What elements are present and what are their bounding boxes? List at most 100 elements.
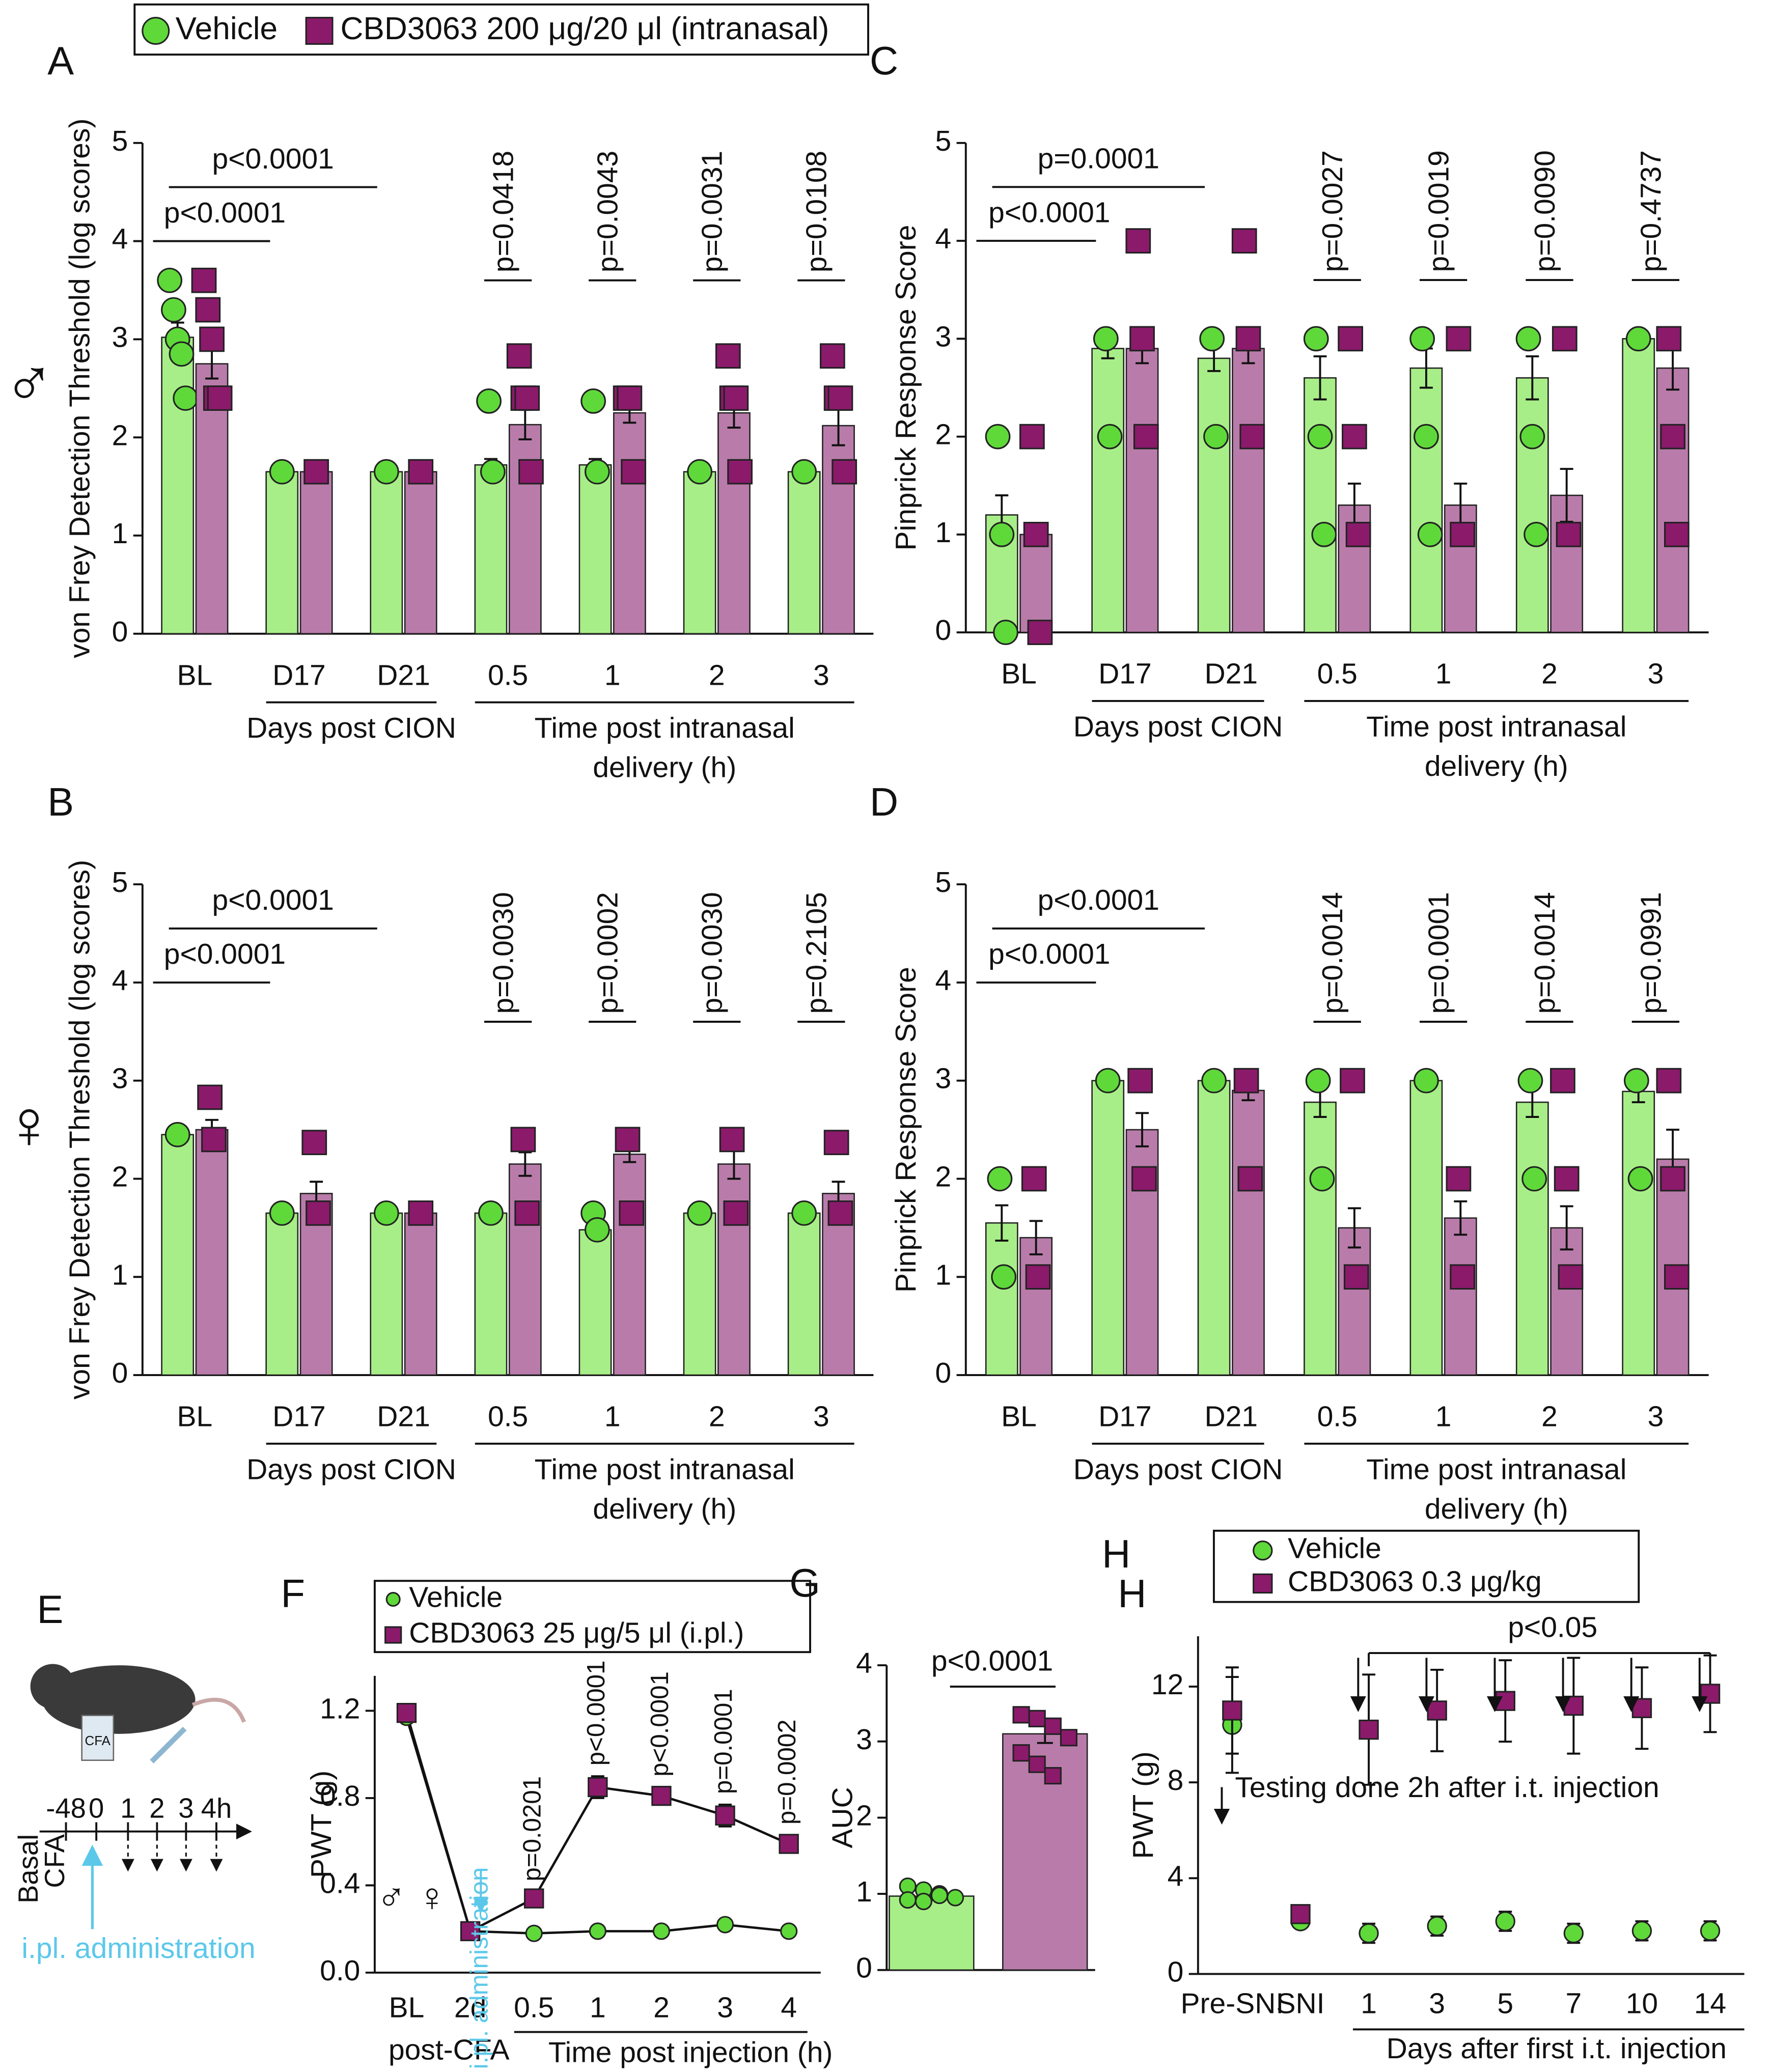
y-axis-label: von Frey Detection Threshold (log scores… xyxy=(64,119,96,658)
panel-letter: C xyxy=(870,39,898,83)
data-point xyxy=(619,1200,645,1226)
x-tick-label: 1 xyxy=(1435,1401,1452,1433)
data-point xyxy=(169,341,195,367)
data-point xyxy=(1044,1717,1062,1735)
data-point xyxy=(1201,1068,1227,1094)
x-tick-label: D17 xyxy=(272,659,326,691)
y-tick-label: 4 xyxy=(112,964,128,997)
data-point xyxy=(1093,326,1119,352)
data-point xyxy=(827,1200,853,1226)
data-point xyxy=(408,459,434,485)
bar xyxy=(1409,1080,1443,1376)
data-point xyxy=(1237,1166,1263,1192)
data-point xyxy=(269,1200,295,1226)
annotation: Testing done 2h after i.t. injection xyxy=(1235,1771,1659,1804)
data-point xyxy=(1290,1904,1311,1924)
y-tick-label: 5 xyxy=(935,125,952,157)
data-point xyxy=(1627,1166,1653,1192)
x-tick-label: 0.5 xyxy=(1317,1401,1358,1433)
x-tick-label: 7 xyxy=(1565,1987,1582,2020)
bar xyxy=(1232,348,1265,633)
legend-marker xyxy=(1253,1540,1273,1561)
x-tick-label: 3 xyxy=(1429,1987,1445,2020)
bar xyxy=(1304,1101,1337,1376)
mouse xyxy=(42,1665,196,1734)
y-tick-label: 3 xyxy=(935,1062,952,1095)
legend-label: Vehicle xyxy=(1288,1532,1381,1565)
data-point xyxy=(1233,1068,1259,1094)
y-tick-label: 0 xyxy=(1168,1956,1184,1989)
bar xyxy=(265,471,299,635)
data-point xyxy=(1409,326,1435,352)
x-tick-label: 3 xyxy=(813,1401,829,1433)
data-point xyxy=(780,1922,798,1940)
data-point xyxy=(716,1916,734,1934)
group-label: Days post CION xyxy=(246,1453,456,1486)
data-point xyxy=(510,1127,536,1153)
bar xyxy=(1091,348,1125,633)
bar xyxy=(683,1212,716,1376)
x-tick-label: D21 xyxy=(377,659,430,691)
error-bar xyxy=(1347,1207,1361,1249)
y-tick-label: 2 xyxy=(935,418,952,451)
p-value: p=0.0030 xyxy=(487,892,519,1014)
data-point xyxy=(1203,424,1229,450)
p-value: p=0.0014 xyxy=(1529,892,1561,1014)
data-point xyxy=(303,459,329,485)
group-label: delivery (h) xyxy=(1425,1493,1568,1525)
data-point xyxy=(1222,1700,1242,1721)
data-point xyxy=(588,1777,608,1798)
legend-box xyxy=(373,1580,811,1654)
vial-label: CFA xyxy=(85,1734,111,1748)
y-tick-label: 0.0 xyxy=(320,1954,360,1987)
data-point xyxy=(1307,424,1333,450)
data-point xyxy=(615,1127,641,1153)
x-tick-label: 2 xyxy=(709,1401,725,1433)
bar xyxy=(508,1163,542,1376)
bar xyxy=(1550,1227,1584,1376)
error-bar xyxy=(995,1204,1009,1242)
data-point xyxy=(164,1122,190,1147)
group-label: Days post CION xyxy=(246,712,456,744)
data-point xyxy=(1450,1264,1476,1290)
bar xyxy=(1304,377,1337,633)
p-value: p=0.0201 xyxy=(518,1776,546,1882)
group-label: Days post CION xyxy=(1073,710,1283,743)
p-value: p=0.0031 xyxy=(696,151,729,272)
data-point xyxy=(989,522,1015,547)
legend-label: Vehicle xyxy=(409,1581,503,1614)
timeline-label: Basal xyxy=(13,1834,44,1903)
bar xyxy=(404,471,437,635)
x-tick-label: 3 xyxy=(813,659,829,691)
data-point xyxy=(524,1888,544,1909)
bar xyxy=(1622,338,1655,633)
data-point xyxy=(1044,1767,1062,1785)
x-tick-label: 2d xyxy=(454,1991,486,2024)
data-point xyxy=(1019,424,1045,450)
timeline-label: 2 xyxy=(149,1793,164,1824)
p-value: p=0.0001 xyxy=(1422,892,1455,1014)
bar xyxy=(265,1212,299,1376)
data-point xyxy=(173,385,199,411)
y-axis-label: PWT (g) xyxy=(1127,1751,1159,1859)
data-point xyxy=(1554,1166,1580,1192)
bar xyxy=(1409,367,1443,633)
y-tick-label: 1 xyxy=(112,1258,128,1291)
p-value: p=0.0991 xyxy=(1635,892,1667,1014)
data-point xyxy=(1012,1706,1030,1724)
error-bar xyxy=(518,1151,532,1177)
p-value: p<0.0001 xyxy=(988,196,1110,229)
y-tick-label: 5 xyxy=(935,866,952,899)
x-tick-label: D17 xyxy=(272,1401,326,1433)
mouse-head xyxy=(30,1664,75,1709)
error-bar xyxy=(1560,1205,1573,1251)
x-axis-label: post-CFA xyxy=(389,2033,510,2066)
timeline-label: 0 xyxy=(89,1793,104,1824)
data-point xyxy=(1338,326,1363,352)
data-point xyxy=(985,424,1011,450)
data-point xyxy=(1660,1166,1685,1192)
bar xyxy=(889,1895,975,1971)
data-point xyxy=(1028,1710,1046,1727)
x-tick-label: D21 xyxy=(1204,1401,1258,1433)
